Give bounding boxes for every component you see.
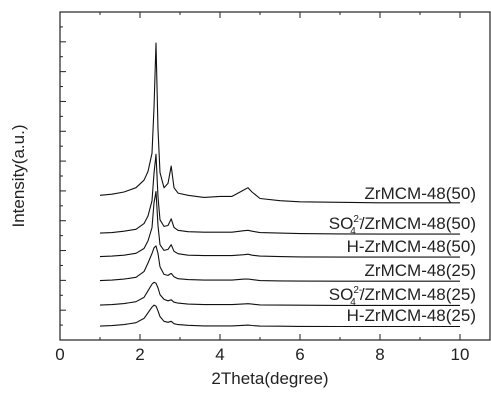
series-label: ZrMCM-48(50) [365,184,476,203]
series-line [99,245,460,282]
x-axis-label: 2Theta(degree) [211,369,328,388]
series-curves [99,42,460,328]
series-label: ZrMCM-48(25) [365,261,476,280]
x-tick-label: 6 [295,345,304,364]
series-label: H-ZrMCM-48(50) [347,237,476,256]
x-tick-label: 0 [55,345,64,364]
x-axis-ticks: 0 2 4 6 8 10 [55,12,469,364]
series-labels: ZrMCM-48(50)SO2-4/ZrMCM-48(50)H-ZrMCM-48… [329,184,476,325]
series-line [99,153,460,235]
series-label: SO2-4/ZrMCM-48(25) [329,285,476,308]
series-line [99,42,460,204]
series-line [99,281,460,306]
series-line [99,190,460,258]
y-axis-label: Intensity(a.u.) [9,125,28,228]
x-tick-label: 10 [451,345,470,364]
y-axis-ticks [60,11,66,341]
series-line [99,304,460,328]
series-label: H-ZrMCM-48(25) [347,306,476,325]
x-tick-label: 8 [375,345,384,364]
x-tick-label: 2 [135,345,144,364]
x-tick-label: 4 [215,345,224,364]
series-label: SO2-4/ZrMCM-48(50) [329,214,476,237]
